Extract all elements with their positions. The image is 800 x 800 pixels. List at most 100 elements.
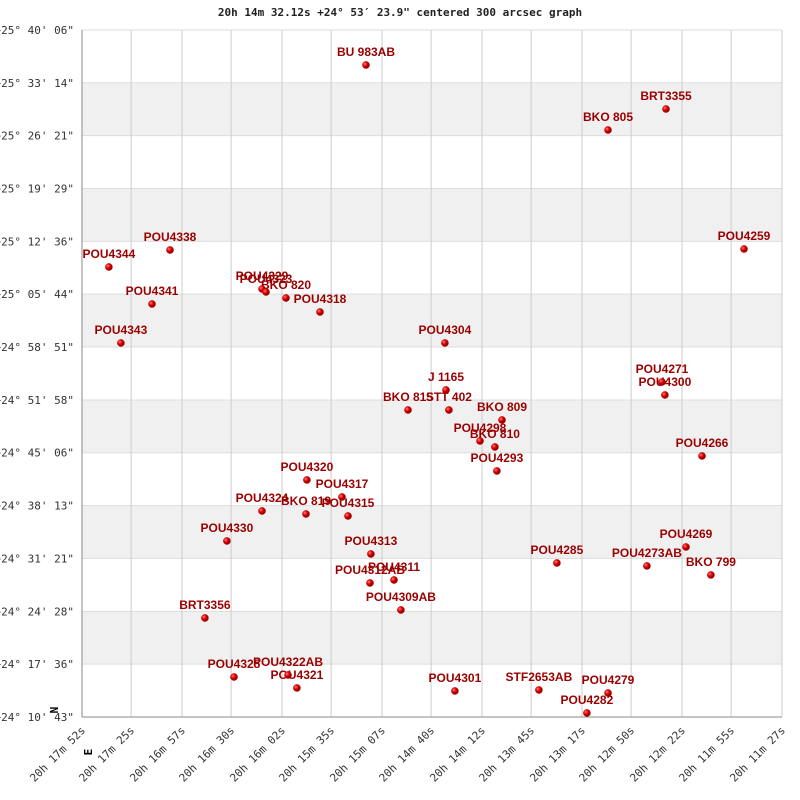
y-tick-label: +24° 38' 13"	[0, 500, 74, 513]
point-label: POU4324	[236, 491, 289, 505]
point-label: BRT3355	[640, 89, 692, 103]
point-label: POU4309AB	[366, 590, 436, 604]
y-tick-label: +25° 19' 29"	[0, 182, 74, 195]
point-label: POU4318	[294, 292, 347, 306]
north-label: N	[48, 707, 61, 714]
star-marker	[445, 406, 453, 414]
point-label: BRT3356	[179, 598, 231, 612]
point-label: POU4317	[316, 477, 369, 491]
star-marker	[316, 308, 324, 316]
y-tick-label: +24° 10' 43"	[0, 711, 74, 724]
point-label: POU4330	[201, 521, 254, 535]
star-marker	[166, 246, 174, 254]
point-label: POU4322AB	[253, 655, 323, 669]
star-marker	[643, 562, 651, 570]
band	[82, 399, 782, 453]
point-label: POU4315	[322, 496, 375, 510]
star-marker	[707, 571, 715, 579]
star-marker	[662, 105, 670, 113]
star-marker	[258, 507, 266, 515]
star-marker	[476, 437, 484, 445]
band	[82, 505, 782, 559]
star-marker	[404, 406, 412, 414]
point-label: POU4325	[208, 657, 261, 671]
point-label: POU4344	[83, 247, 136, 261]
star-marker	[303, 476, 311, 484]
y-tick-label: +25° 05' 44"	[0, 288, 74, 301]
star-marker	[282, 294, 290, 302]
star-marker	[604, 689, 612, 697]
star-marker	[498, 416, 506, 424]
point-label: STT 402	[426, 390, 472, 404]
point-label: J 1165	[428, 370, 464, 384]
point-label: POU4285	[531, 543, 584, 557]
star-marker	[105, 263, 113, 271]
plot-area: +25° 40' 06" +25° 33' 14" +25° 26' 21" +25°…	[0, 24, 788, 785]
point-label: BKO 819	[281, 494, 331, 508]
point-label: BKO 809	[477, 400, 527, 414]
point-label: POU4282	[561, 693, 614, 707]
point-label: POU4269	[660, 527, 713, 541]
point-label: BKO 810	[470, 427, 520, 441]
point-label: POU4304	[419, 323, 472, 337]
y-tick-label: +25° 26' 21"	[0, 130, 74, 143]
point-label: POU4313	[345, 534, 398, 548]
star-marker	[682, 543, 690, 551]
star-marker	[148, 300, 156, 308]
chart-title: 20h 14m 32.12s +24° 53′ 23.9" centered 3…	[218, 6, 582, 19]
point-label: POU4301	[429, 671, 482, 685]
point-label: STF2653AB	[506, 670, 573, 684]
star-marker	[740, 245, 748, 253]
star-marker	[201, 614, 209, 622]
point-label: POU4279	[582, 673, 635, 687]
point-label: POU4312AB	[335, 563, 405, 577]
star-marker	[367, 550, 375, 558]
y-tick-label: +25° 12' 36"	[0, 235, 74, 248]
star-marker	[302, 510, 310, 518]
star-marker	[230, 673, 238, 681]
star-marker	[362, 61, 370, 69]
point-label: BKO 805	[583, 110, 633, 124]
star-marker	[451, 687, 459, 695]
star-marker	[583, 709, 591, 717]
point-label: POU4329	[236, 269, 289, 283]
point-label: POU4343	[95, 323, 148, 337]
star-marker	[293, 684, 301, 692]
star-marker	[658, 378, 666, 386]
y-tick-label: +24° 17' 36"	[0, 658, 74, 671]
star-marker	[491, 443, 499, 451]
y-tick-label: +25° 40' 06"	[0, 24, 74, 37]
point-label: BKO 820	[261, 278, 311, 292]
star-marker	[661, 391, 669, 399]
y-tick-label: +24° 58' 51"	[0, 341, 74, 354]
star-marker	[553, 559, 561, 567]
point-label: POU4323	[240, 272, 293, 286]
point-label: POU4311	[368, 560, 420, 574]
y-tick-label: +24° 51' 58"	[0, 394, 74, 407]
star-marker	[535, 686, 543, 694]
star-marker	[604, 126, 612, 134]
point-label: POU4320	[281, 460, 334, 474]
y-tick-label: +24° 31' 21"	[0, 552, 74, 565]
band	[82, 294, 782, 348]
star-marker	[441, 339, 449, 347]
star-marker	[223, 537, 231, 545]
band	[82, 188, 782, 242]
star-marker	[698, 452, 706, 460]
point-label: BKO 815	[383, 390, 433, 404]
point-label: POU4298	[454, 421, 507, 435]
point-label: POU4273AB	[612, 546, 682, 560]
y-tick-label: +24° 24' 28"	[0, 605, 74, 618]
star-marker	[442, 386, 450, 394]
star-marker	[344, 512, 352, 520]
point-label: POU4321	[271, 668, 324, 682]
point-label: POU4259	[718, 229, 771, 243]
point-label: BKO 799	[686, 555, 736, 569]
point-label: BU 983AB	[337, 45, 395, 59]
y-tick-label: +24° 45' 06"	[0, 447, 74, 460]
star-marker	[338, 493, 346, 501]
star-marker	[397, 606, 405, 614]
band	[82, 611, 782, 665]
east-label: E	[82, 749, 95, 756]
